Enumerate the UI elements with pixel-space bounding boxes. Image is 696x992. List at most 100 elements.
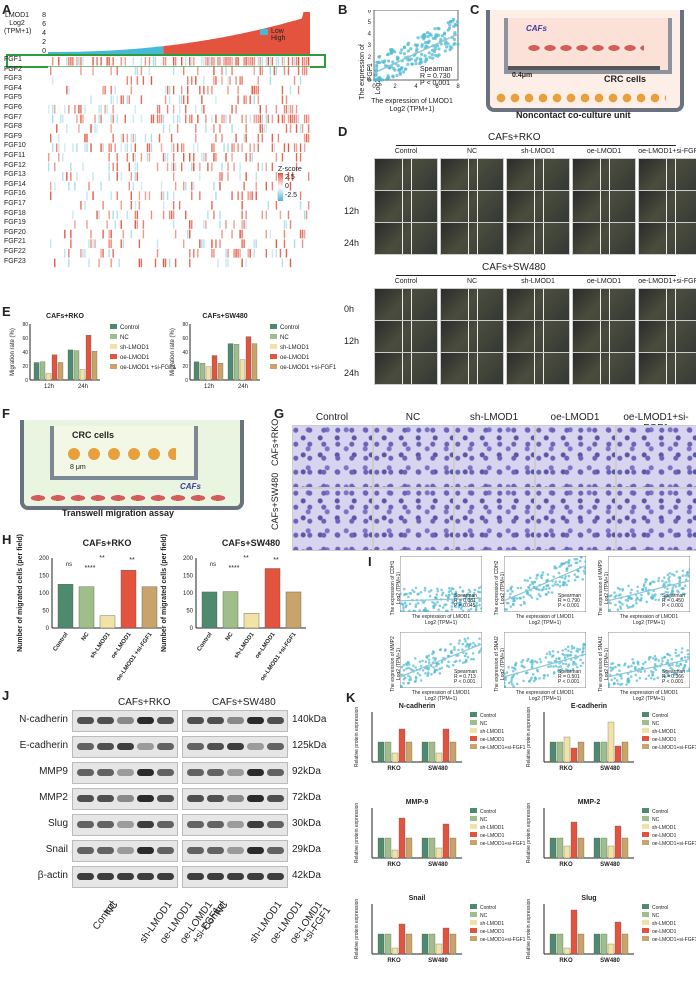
scatter-point (554, 583, 557, 586)
scatter-point (506, 589, 510, 593)
heatmap-cell (128, 181, 130, 191)
scratch-image (374, 288, 438, 321)
scatter-point (551, 584, 555, 587)
scatter-point (636, 662, 640, 666)
heatmap-cell (100, 57, 102, 66)
heatmap-cell (68, 85, 70, 95)
scatter-point (640, 596, 643, 600)
scatter-point (666, 573, 670, 577)
panel-label-c: C (470, 2, 480, 17)
scatter-point (619, 683, 622, 686)
heatmap-cell (183, 181, 185, 191)
heatmap-cell (265, 249, 268, 258)
scatter-point (423, 34, 427, 38)
scratch-image (638, 222, 696, 255)
heatmap-cell (237, 249, 239, 258)
scatter-point (641, 662, 645, 666)
scratch-image (506, 190, 570, 223)
legend-label: oe-LMOD1 (120, 355, 150, 361)
scatter-point (564, 647, 568, 651)
bar (570, 909, 578, 955)
heatmap-cell (185, 181, 187, 191)
scatter-point (402, 609, 405, 612)
heatmap-cell (122, 239, 124, 248)
scatter-point (414, 675, 418, 679)
heatmap-cell (245, 220, 247, 229)
gene-label: FGF1 (4, 56, 22, 63)
scatter-point (550, 591, 554, 594)
heatmap-cell (283, 66, 286, 76)
heatmap-cell (185, 57, 187, 66)
heatmap-cell (94, 124, 96, 133)
scatter-point (657, 579, 660, 583)
heatmap-cell (271, 133, 274, 143)
heatmap-cell (245, 124, 247, 133)
heatmap-cell (138, 258, 141, 268)
heatmap-cell (191, 191, 193, 200)
legend-label: oe-LMOD1 (480, 833, 505, 839)
heatmap-cell (295, 114, 298, 124)
column-label: Control (394, 148, 418, 155)
heatmap-cell (289, 105, 292, 114)
heatmap-cell (110, 258, 112, 268)
bar (600, 741, 608, 763)
heatmap-cell (148, 66, 151, 76)
heatmap-cell (64, 143, 66, 152)
bar (577, 741, 585, 763)
heatmap-cell (185, 210, 187, 220)
scatter-point (527, 585, 530, 589)
protein-band (187, 795, 204, 802)
legend-label: oe-LMOD1 (652, 929, 677, 935)
y-axis-label: Relative protein expression (354, 899, 360, 960)
scatter-point (422, 609, 425, 612)
scatter-point (385, 77, 389, 82)
gene-label: FGF7 (4, 113, 22, 121)
y-tick: 80 (22, 322, 28, 328)
heatmap-cell (126, 76, 128, 85)
scatter-point (401, 602, 404, 606)
scatter-point (559, 665, 562, 668)
legend-label: oe-LMOD1 (652, 737, 677, 743)
heatmap-cell (134, 66, 137, 76)
legend-label: NC (480, 721, 488, 727)
x-axis-label: The expression of LMOD1 Log2 (TPM+1) (515, 690, 575, 702)
heatmap-cell (263, 124, 266, 133)
legend-label: oe-LMOD1+si-FGF1 (480, 745, 526, 751)
legend-label: sh-LMOD1 (652, 729, 676, 735)
panel-d-bottom-title: CAFs+SW480 (482, 262, 546, 273)
heatmap-cell (98, 210, 100, 220)
scatter-point (504, 681, 506, 685)
heatmap-cell (134, 162, 137, 172)
scatter-point (575, 665, 579, 669)
heatmap-cell (158, 133, 161, 143)
scatter-point (389, 49, 393, 54)
scatter-point (468, 594, 472, 598)
heatmap-cell (265, 114, 268, 124)
heatmap-cell (307, 124, 310, 133)
heatmap-cell (110, 85, 112, 95)
chart-title: E-cadherin (571, 703, 607, 710)
scatter-point (505, 608, 508, 611)
scatter-point (480, 585, 482, 588)
protein-band (77, 795, 94, 802)
scatter-point (403, 67, 408, 71)
scatter-point (651, 672, 654, 676)
heatmap-cell (110, 191, 112, 200)
heatmap-cell (166, 153, 169, 162)
heatmap-cell (223, 143, 225, 152)
scatter-point (446, 28, 450, 32)
blot-strip (72, 710, 178, 732)
scatter-point (578, 559, 582, 563)
protein-band (137, 769, 154, 776)
heatmap-cell (301, 124, 304, 133)
legend-label: sh-LMOD1 (120, 345, 150, 351)
heatmap-cell (76, 114, 78, 124)
y-tick: 200 (39, 556, 50, 562)
heatmap-cell (211, 239, 213, 248)
scatter-point (532, 679, 536, 683)
scatter-point (677, 664, 681, 668)
heatmap-cell (160, 191, 163, 200)
scatter-point (472, 657, 475, 661)
molecular-weight-label: 140kDa (292, 714, 327, 725)
heatmap-cell (108, 172, 110, 181)
